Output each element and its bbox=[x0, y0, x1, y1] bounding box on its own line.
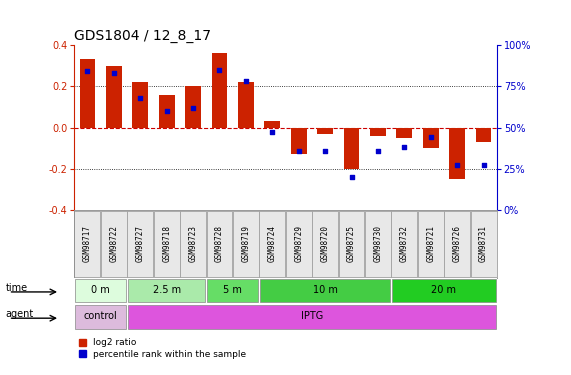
Text: GSM98719: GSM98719 bbox=[242, 225, 251, 262]
Text: time: time bbox=[6, 283, 28, 293]
Bar bbox=[207, 211, 232, 277]
Bar bbox=[286, 211, 312, 277]
Text: GSM98723: GSM98723 bbox=[188, 225, 198, 262]
Bar bbox=[154, 211, 180, 277]
Bar bbox=[449, 128, 465, 179]
Bar bbox=[127, 211, 153, 277]
Bar bbox=[132, 82, 148, 128]
Bar bbox=[476, 128, 492, 142]
Text: GDS1804 / 12_8_17: GDS1804 / 12_8_17 bbox=[74, 28, 211, 43]
Point bbox=[268, 129, 277, 135]
Text: GSM98717: GSM98717 bbox=[83, 225, 92, 262]
Text: 5 m: 5 m bbox=[223, 285, 242, 295]
Point bbox=[188, 105, 198, 111]
Text: GSM98721: GSM98721 bbox=[426, 225, 435, 262]
Bar bbox=[365, 211, 391, 277]
Point bbox=[347, 174, 356, 180]
Text: GSM98727: GSM98727 bbox=[136, 225, 145, 262]
Bar bbox=[391, 211, 417, 277]
Text: IPTG: IPTG bbox=[301, 311, 323, 321]
Bar bbox=[238, 82, 254, 128]
Bar bbox=[418, 211, 444, 277]
Bar bbox=[106, 66, 122, 128]
Bar bbox=[185, 86, 201, 128]
Bar bbox=[423, 128, 439, 148]
Text: GSM98726: GSM98726 bbox=[453, 225, 462, 262]
Text: GSM98722: GSM98722 bbox=[109, 225, 118, 262]
Bar bbox=[471, 211, 497, 277]
Text: agent: agent bbox=[6, 309, 34, 319]
Text: 2.5 m: 2.5 m bbox=[152, 285, 181, 295]
Bar bbox=[259, 211, 286, 277]
Bar bbox=[159, 94, 175, 128]
Point bbox=[294, 148, 303, 154]
Bar bbox=[79, 59, 95, 128]
Point bbox=[109, 70, 118, 76]
Text: GSM98728: GSM98728 bbox=[215, 225, 224, 262]
Bar bbox=[101, 211, 127, 277]
Bar bbox=[260, 279, 391, 302]
Bar bbox=[233, 211, 259, 277]
Point bbox=[83, 68, 92, 74]
Text: GSM98730: GSM98730 bbox=[373, 225, 383, 262]
Bar bbox=[444, 211, 470, 277]
Point bbox=[136, 95, 145, 101]
Text: 20 m: 20 m bbox=[432, 285, 456, 295]
Text: 0 m: 0 m bbox=[91, 285, 110, 295]
Bar bbox=[291, 128, 307, 154]
Text: GSM98731: GSM98731 bbox=[479, 225, 488, 262]
Legend: log2 ratio, percentile rank within the sample: log2 ratio, percentile rank within the s… bbox=[79, 338, 246, 359]
Text: GSM98729: GSM98729 bbox=[294, 225, 303, 262]
Bar bbox=[392, 279, 496, 302]
Text: GSM98725: GSM98725 bbox=[347, 225, 356, 262]
Bar bbox=[128, 305, 496, 328]
Text: 10 m: 10 m bbox=[313, 285, 337, 295]
Point bbox=[400, 144, 409, 150]
Bar bbox=[75, 305, 126, 328]
Point bbox=[162, 108, 171, 114]
Point bbox=[479, 162, 488, 168]
Point bbox=[426, 134, 435, 140]
Bar bbox=[207, 279, 258, 302]
Bar bbox=[344, 128, 359, 169]
Bar bbox=[75, 279, 126, 302]
Bar bbox=[312, 211, 338, 277]
Point bbox=[320, 148, 329, 154]
Point bbox=[373, 148, 383, 154]
Bar bbox=[317, 128, 333, 134]
Bar bbox=[396, 128, 412, 138]
Bar bbox=[370, 128, 386, 136]
Bar bbox=[74, 211, 100, 277]
Bar bbox=[211, 53, 227, 128]
Bar bbox=[180, 211, 206, 277]
Text: control: control bbox=[84, 311, 118, 321]
Point bbox=[453, 162, 462, 168]
Text: GSM98720: GSM98720 bbox=[320, 225, 329, 262]
Text: GSM98732: GSM98732 bbox=[400, 225, 409, 262]
Bar bbox=[128, 279, 206, 302]
Text: GSM98724: GSM98724 bbox=[268, 225, 277, 262]
Text: GSM98718: GSM98718 bbox=[162, 225, 171, 262]
Bar bbox=[264, 122, 280, 128]
Bar bbox=[339, 211, 364, 277]
Point bbox=[242, 78, 251, 84]
Point bbox=[215, 67, 224, 73]
